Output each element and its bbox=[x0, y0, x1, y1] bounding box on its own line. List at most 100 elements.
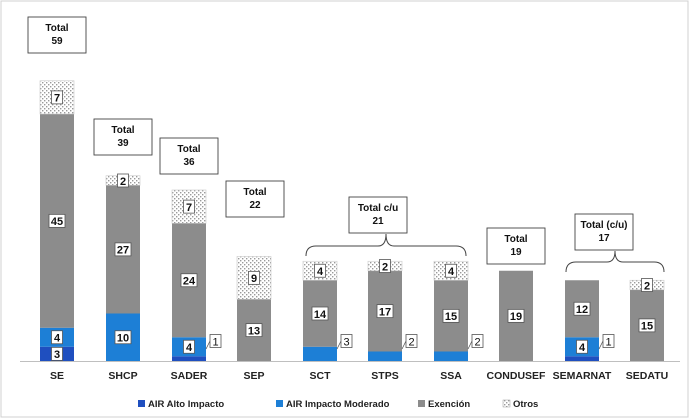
side-label-leader bbox=[336, 340, 342, 350]
data-label-shcp-moderado: 10 bbox=[117, 333, 129, 345]
legend-label: Otros bbox=[513, 399, 538, 410]
x-tick-label-shcp: SHCP bbox=[108, 370, 137, 382]
legend-label: AIR Alto Impacto bbox=[148, 399, 224, 410]
data-label-box bbox=[379, 259, 391, 273]
data-label-sedatu-otros: 2 bbox=[644, 280, 650, 292]
data-label-stps-exencion: 17 bbox=[379, 306, 391, 318]
side-label-box bbox=[209, 334, 222, 348]
total-label-value: 39 bbox=[117, 138, 129, 149]
x-tick-label-se: SE bbox=[50, 370, 64, 382]
data-label-ssa-otros: 4 bbox=[448, 266, 455, 278]
legend-swatch bbox=[502, 399, 511, 408]
data-label-se-moderado: 4 bbox=[54, 333, 61, 345]
side-label-leader bbox=[205, 340, 211, 350]
total-label-value: 22 bbox=[249, 200, 261, 211]
x-tick-label-stps: STPS bbox=[371, 370, 398, 382]
total-label-title: Total bbox=[243, 187, 266, 198]
total-label-value: 17 bbox=[598, 233, 610, 244]
group-brace bbox=[305, 233, 467, 257]
total-label-value: 36 bbox=[183, 157, 195, 168]
total-label: Total 36 bbox=[159, 137, 219, 175]
data-label-box bbox=[245, 323, 263, 338]
legend-item-alto: AIR Alto Impacto bbox=[138, 399, 224, 410]
side-label-leader bbox=[401, 340, 407, 350]
side-label-stps: 2 bbox=[408, 336, 414, 348]
legend-label: Exención bbox=[428, 399, 470, 410]
data-label-semarnat-exencion: 12 bbox=[576, 304, 588, 316]
data-label-sader-moderado: 4 bbox=[186, 342, 193, 354]
side-label-ssa: 2 bbox=[474, 336, 480, 348]
group-brace bbox=[565, 250, 665, 273]
data-label-box bbox=[114, 242, 132, 257]
total-label-value: 19 bbox=[510, 247, 522, 258]
data-label-box bbox=[183, 339, 195, 354]
x-tick-label-sep: SEP bbox=[243, 370, 264, 382]
side-label-box bbox=[602, 334, 615, 348]
data-label-box bbox=[183, 199, 195, 214]
data-label-box bbox=[442, 308, 460, 323]
bar-stps-moderado bbox=[368, 351, 402, 361]
x-tick-label-condusef: CONDUSEF bbox=[487, 370, 547, 382]
data-label-box bbox=[114, 330, 132, 345]
data-label-box bbox=[180, 273, 198, 288]
total-label: Total c/u 21 bbox=[348, 196, 408, 234]
bar-semarnat-alto bbox=[565, 356, 599, 361]
total-label: Total 39 bbox=[93, 118, 153, 156]
data-label-shcp-exencion: 27 bbox=[117, 245, 129, 257]
total-label-value: 59 bbox=[51, 36, 63, 47]
bar-sct-moderado bbox=[303, 346, 337, 361]
bar-ssa-moderado bbox=[434, 351, 468, 361]
data-label-box bbox=[638, 318, 656, 333]
total-label-title: Total bbox=[111, 125, 134, 136]
data-label-box bbox=[314, 263, 326, 278]
total-label: Total (c/u) 17 bbox=[574, 213, 634, 251]
legend-swatch bbox=[418, 400, 425, 407]
data-label-box bbox=[51, 90, 63, 105]
data-label-condusef-exencion: 19 bbox=[510, 311, 522, 323]
side-label-leader bbox=[598, 340, 604, 350]
data-label-sader-exencion: 24 bbox=[183, 276, 196, 288]
side-label-sct: 3 bbox=[343, 336, 349, 348]
data-label-box bbox=[51, 330, 63, 345]
data-label-box bbox=[573, 301, 591, 316]
data-label-box bbox=[248, 270, 260, 285]
x-tick-label-sader: SADER bbox=[171, 370, 208, 382]
x-tick-label-sct: SCT bbox=[310, 370, 332, 382]
data-label-sader-otros: 7 bbox=[186, 202, 192, 214]
data-label-se-otros: 7 bbox=[54, 93, 60, 105]
data-label-box bbox=[507, 308, 525, 323]
side-label-semarnat: 1 bbox=[605, 336, 611, 348]
total-label: Total 59 bbox=[27, 16, 87, 54]
total-label: Total 22 bbox=[225, 180, 285, 218]
side-label-box bbox=[340, 334, 353, 348]
legend-swatch bbox=[276, 400, 283, 407]
data-label-stps-otros: 2 bbox=[382, 261, 388, 273]
total-label: Total 19 bbox=[486, 227, 546, 265]
data-label-se-exencion: 45 bbox=[51, 216, 63, 228]
side-label-leader bbox=[467, 340, 473, 350]
data-label-box bbox=[117, 173, 129, 188]
data-label-semarnat-moderado: 4 bbox=[579, 342, 586, 354]
data-label-box bbox=[445, 263, 457, 278]
total-label-title: Total bbox=[45, 23, 68, 34]
legend-item-moderado: AIR Impacto Moderado bbox=[276, 399, 390, 410]
total-label-title: Total c/u bbox=[358, 203, 398, 214]
bar-sader-alto bbox=[172, 356, 206, 361]
legend-item-exencion: Exención bbox=[418, 399, 470, 410]
side-label-sader: 1 bbox=[212, 336, 218, 348]
data-label-box bbox=[376, 304, 394, 319]
total-label-value: 21 bbox=[372, 216, 384, 227]
data-label-sep-exencion: 13 bbox=[248, 325, 260, 337]
legend-label: AIR Impacto Moderado bbox=[286, 399, 390, 410]
data-label-box bbox=[48, 213, 66, 228]
data-label-shcp-otros: 2 bbox=[120, 176, 126, 188]
data-label-box bbox=[641, 278, 653, 292]
x-tick-label-sedatu: SEDATU bbox=[626, 370, 668, 382]
total-label-title: Total (c/u) bbox=[580, 220, 627, 231]
x-tick-label-ssa: SSA bbox=[440, 370, 462, 382]
data-label-box bbox=[311, 306, 329, 321]
x-tick-label-semarnat: SEMARNAT bbox=[553, 370, 612, 382]
side-label-box bbox=[405, 334, 418, 348]
legend-swatch bbox=[138, 400, 145, 407]
